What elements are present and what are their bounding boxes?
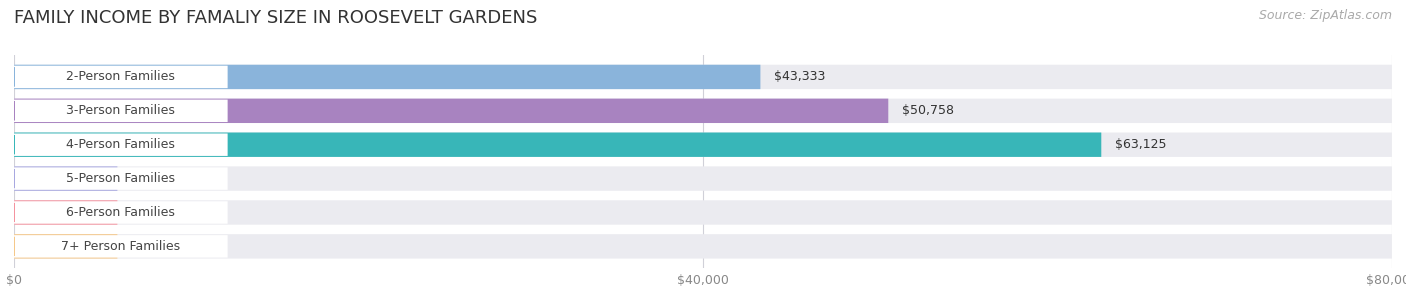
FancyBboxPatch shape [14,167,118,191]
FancyBboxPatch shape [14,201,228,224]
FancyBboxPatch shape [14,65,1392,89]
FancyBboxPatch shape [14,99,889,123]
Text: $43,333: $43,333 [775,70,825,84]
Text: $63,125: $63,125 [1115,138,1167,151]
Text: 7+ Person Families: 7+ Person Families [62,240,180,253]
Text: 6-Person Families: 6-Person Families [66,206,176,219]
FancyBboxPatch shape [14,132,1101,157]
Text: $50,758: $50,758 [903,104,955,117]
Text: 5-Person Families: 5-Person Families [66,172,176,185]
FancyBboxPatch shape [14,132,1392,157]
FancyBboxPatch shape [14,100,228,122]
FancyBboxPatch shape [14,99,1392,123]
Text: 4-Person Families: 4-Person Families [66,138,176,151]
FancyBboxPatch shape [14,200,1392,225]
Text: $0: $0 [131,206,148,219]
FancyBboxPatch shape [14,167,228,190]
Text: $0: $0 [131,240,148,253]
FancyBboxPatch shape [14,66,228,88]
FancyBboxPatch shape [14,235,228,258]
FancyBboxPatch shape [14,234,118,259]
FancyBboxPatch shape [14,200,118,225]
Text: $0: $0 [131,172,148,185]
FancyBboxPatch shape [14,65,761,89]
Text: Source: ZipAtlas.com: Source: ZipAtlas.com [1258,9,1392,22]
Text: 2-Person Families: 2-Person Families [66,70,176,84]
Text: 3-Person Families: 3-Person Families [66,104,176,117]
FancyBboxPatch shape [14,234,1392,259]
Text: FAMILY INCOME BY FAMALIY SIZE IN ROOSEVELT GARDENS: FAMILY INCOME BY FAMALIY SIZE IN ROOSEVE… [14,9,537,27]
FancyBboxPatch shape [14,134,228,156]
FancyBboxPatch shape [14,167,1392,191]
